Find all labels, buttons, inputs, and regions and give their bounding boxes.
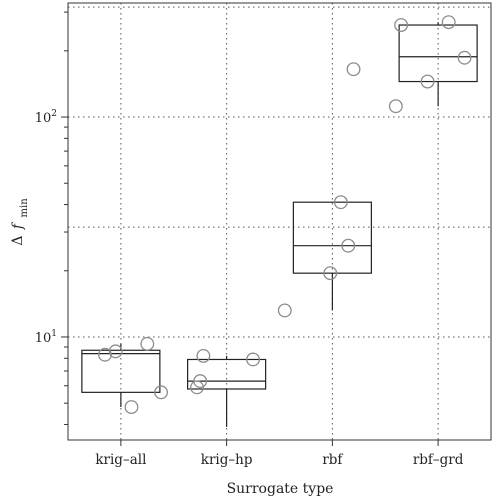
x-tick-label: rbf [322,452,343,468]
y-axis-title-prefix: Δ [10,236,26,246]
x-axis: krig–all krig–hp rbf rbf–grd [95,440,464,468]
data-point [246,352,261,367]
y-tick-label: 102 [35,109,57,126]
point-layer [98,15,472,415]
data-point [154,385,169,400]
data-point [341,238,356,253]
box-iqr [398,24,478,83]
grid-layer [68,3,491,440]
box-iqr [187,358,267,390]
data-point [140,336,155,351]
data-point [420,74,435,89]
y-axis: 101 102 [35,11,68,425]
data-point [394,18,409,32]
data-point [323,266,338,281]
data-point [457,50,472,65]
box-iqr [81,349,161,393]
data-point [441,15,456,30]
box-iqr [292,201,372,274]
y-axis-title-symbol: f [10,221,26,230]
x-tick-label: krig–hp [201,452,253,468]
data-point [333,195,348,210]
data-point [108,344,123,359]
box-3 [398,22,478,107]
data-point [277,303,292,318]
plot-frame [67,2,492,441]
data-point [196,348,211,363]
x-tick-label: krig–all [95,452,146,468]
data-point [388,99,403,114]
y-tick-label: 101 [35,329,57,346]
data-point [346,62,361,77]
y-axis-title: Δ f min [10,198,30,246]
box-1 [187,355,267,427]
x-axis-title: Surrogate type [227,481,334,497]
x-tick-label: rbf–grd [413,452,464,468]
data-point [190,380,204,395]
data-point [124,400,139,415]
plot-background [68,3,491,440]
data-point [193,374,208,389]
data-point [98,347,112,362]
y-axis-title-subscript: min [19,198,30,218]
box-layer [81,22,478,427]
